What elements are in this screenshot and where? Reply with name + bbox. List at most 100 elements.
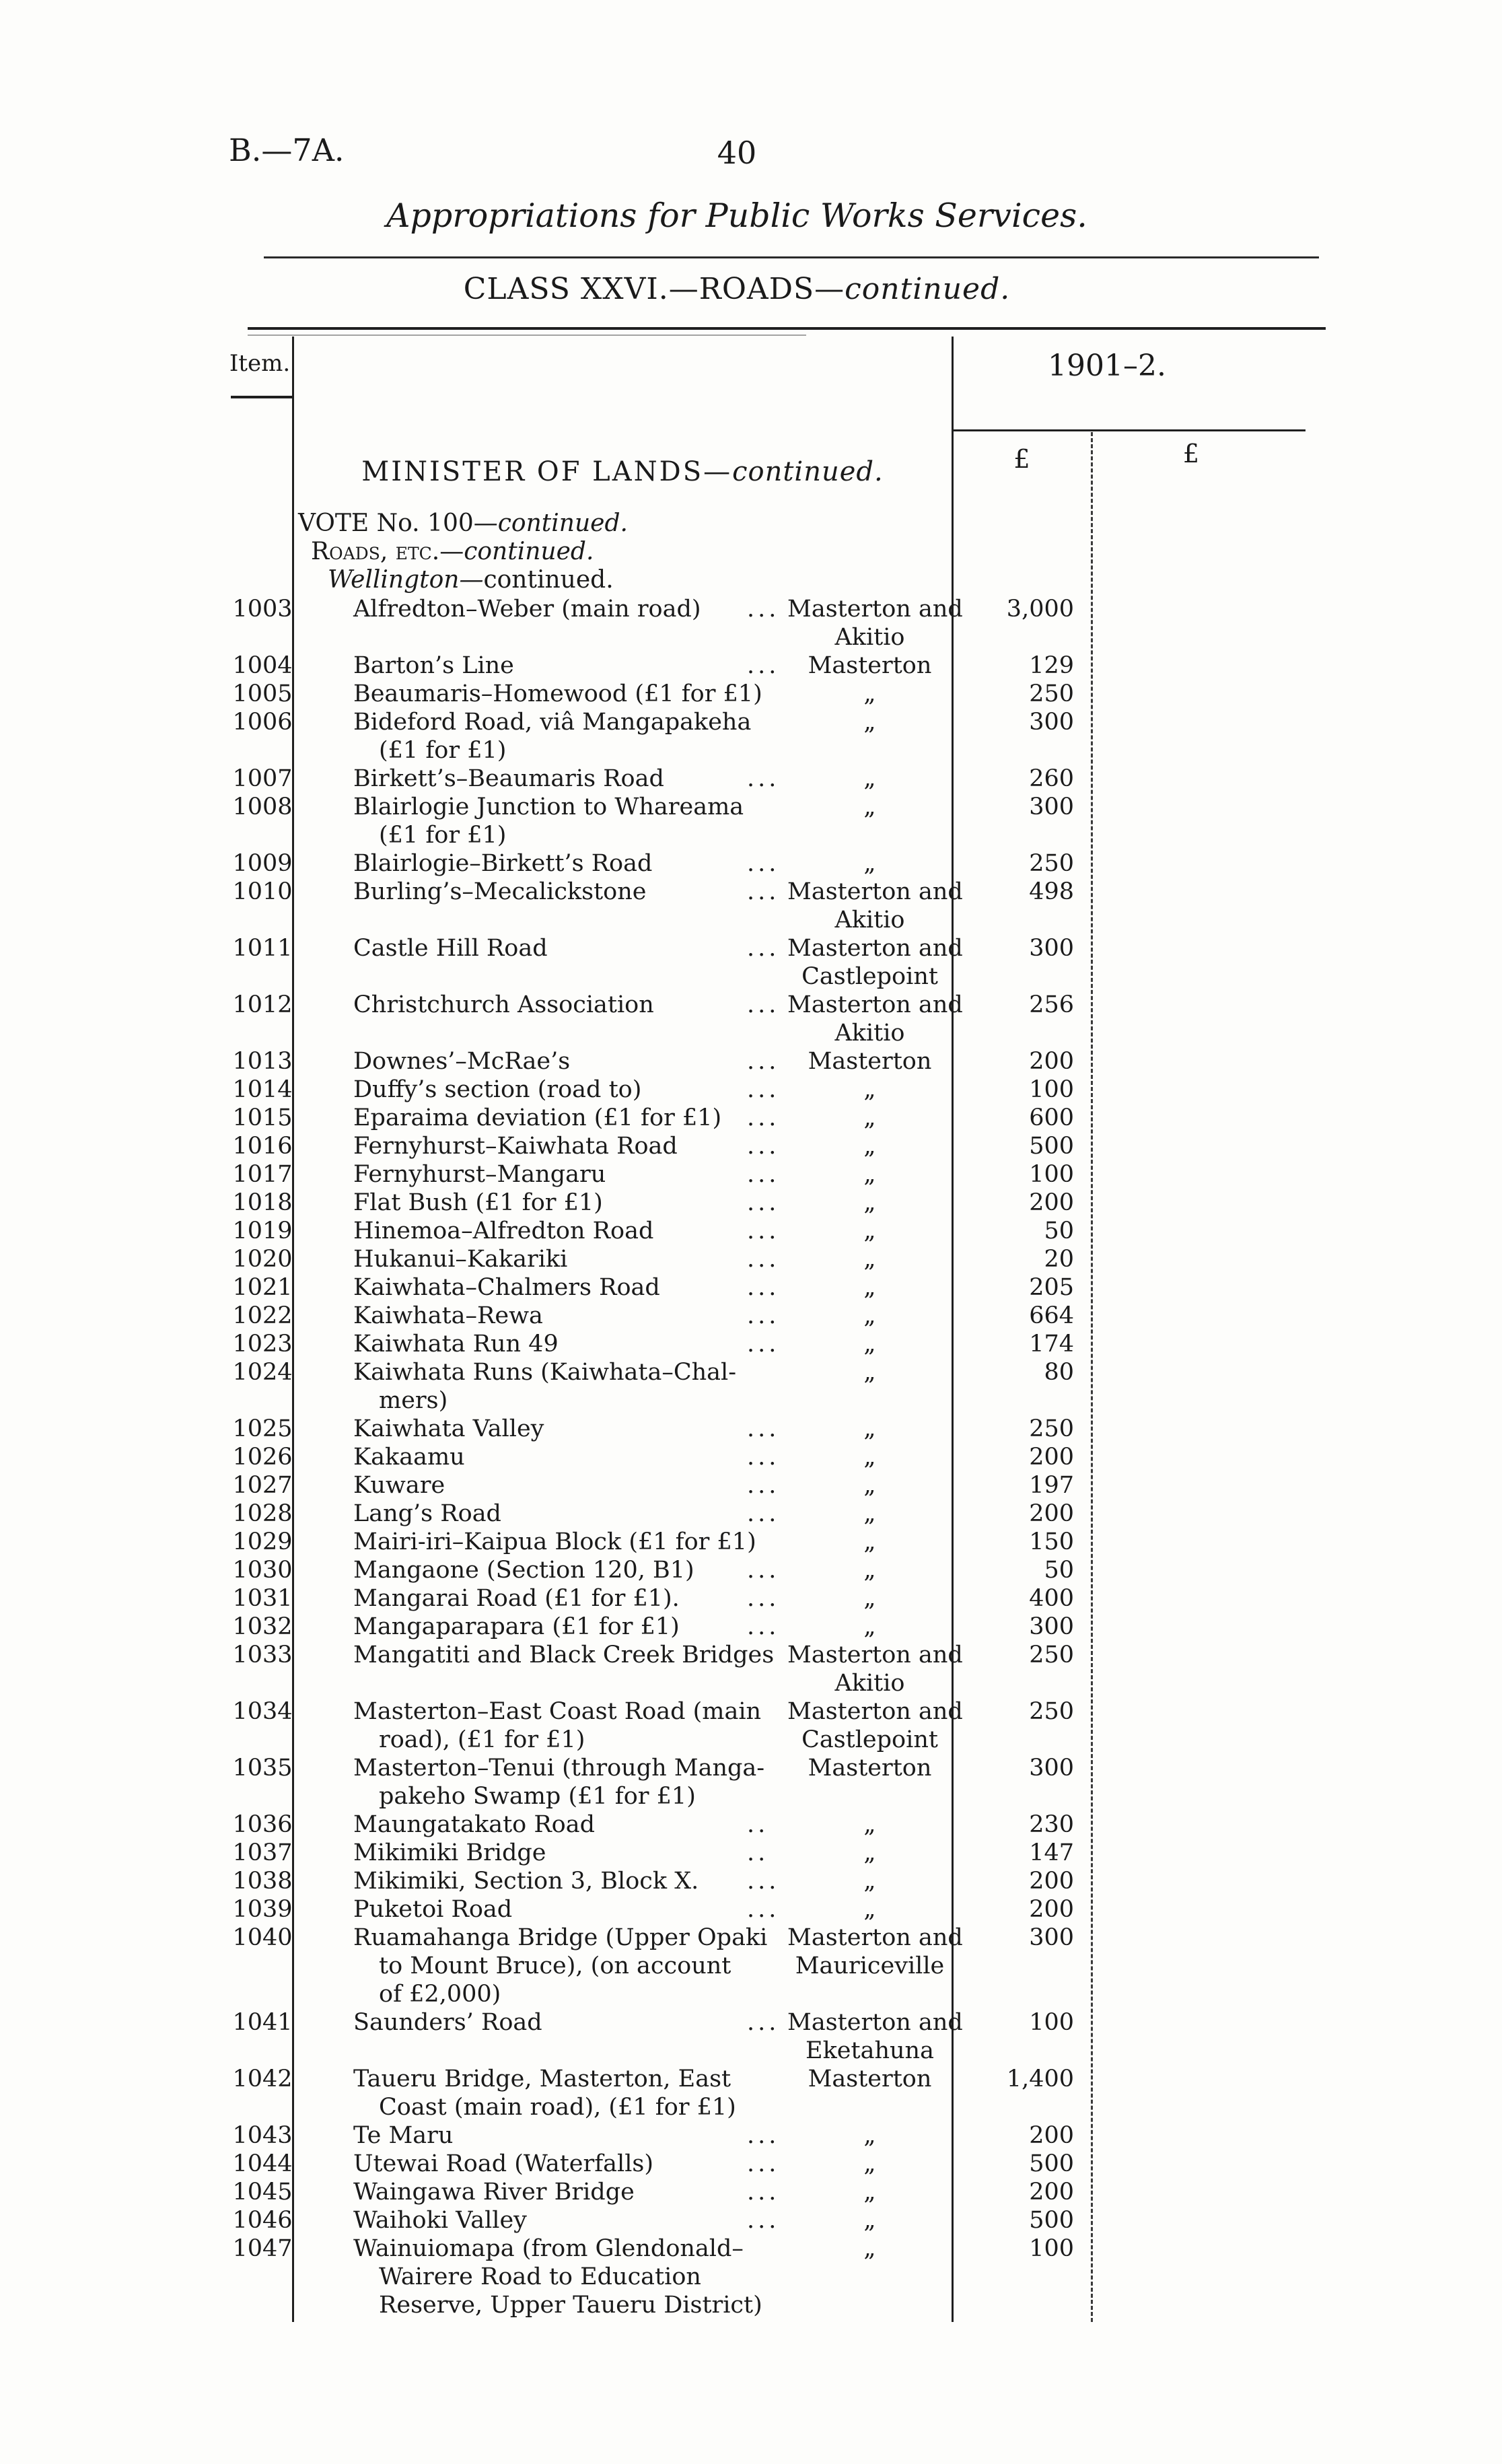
amount-secondary [1092,2008,1306,2037]
amount-1901-2 [952,821,1092,849]
road-name: Kaiwhata Runs (Kaiwhata–Chal- [353,1359,737,1386]
amount-secondary [1092,991,1306,1019]
locality: „ [863,1585,876,1612]
road-name: Blairlogie Junction to Whareama [353,794,744,820]
amount-secondary [1092,1980,1306,2008]
item-number: 1042 [232,2066,293,2092]
amount-secondary [1092,652,1306,680]
item-number: 1008 [232,794,293,820]
leader-dots: ... [747,1302,780,1329]
leader-dots [747,1697,787,1726]
table-row-line: 1007 Birkett’s–Beaumaris Road... „ 260 [232,765,1306,793]
amount-secondary [1092,962,1306,991]
locality: „ [863,1104,876,1131]
locality: Masterton and [787,878,963,905]
item-number: 1045 [232,2179,293,2206]
leader-dots: ... [747,1415,780,1442]
table-row-line: 1036 Maungatakato Road.. „ 230 [232,1810,1306,1839]
item-number: 1037 [232,1839,293,1866]
road-name: Kuware [353,1472,445,1499]
leader-dots [747,1641,787,1669]
table-row-line: 1045 Waingawa River Bridge... „ 200 [232,2178,1306,2206]
leader-dots: ... [747,765,780,792]
table-row: 1046 Waihoki Valley... „ 500 [232,2206,1306,2234]
road-name: Castle Hill Road [353,935,548,962]
leader-dots: ... [747,1444,780,1471]
item-number: 1036 [232,1811,293,1838]
amount-1901-2: 200 [1029,1189,1074,1216]
locality: Akitio [834,1020,905,1047]
locality: Castlepoint [801,1726,938,1753]
amount-secondary [1092,1245,1306,1273]
amount-secondary [1092,680,1306,708]
amount-1901-2: 1,400 [1006,2066,1074,2092]
leader-dots [747,2291,787,2319]
vertical-rule-amount-column [952,337,954,2322]
district-text: Wellington— [328,566,484,594]
table-row-line: 1018 Flat Bush (£1 for £1)... „ 200 [232,1189,1306,1217]
item-number: 1020 [232,1246,293,1273]
leader-dots [747,1358,787,1386]
minister-heading: MINISTER OF LANDS— [361,456,733,487]
item-number [232,736,293,765]
amount-1901-2: 3,000 [1006,596,1074,623]
road-name: Masterton–East Coast Road (main [353,1698,762,1725]
table-row-line: 1014 Duffy’s section (road to)... „ 100 [232,1076,1306,1104]
leader-dots [747,2234,787,2263]
leader-dots [747,1782,787,1810]
table-row: 1038 Mikimiki, Section 3, Block X.... „ 200 [232,1867,1306,1895]
table-row: 1045 Waingawa River Bridge... „ 200 [232,2178,1306,2206]
road-name: Kaiwhata–Chalmers Road [353,1274,660,1301]
locality: Masterton and [787,1698,963,1725]
table-row: 1026 Kakaamu... „ 200 [232,1443,1306,1471]
amount-1901-2: 200 [1029,2179,1074,2206]
table-row-line: 1041 Saunders’ Road... Masterton and 100 [232,2008,1306,2037]
item-number: 1015 [232,1104,293,1131]
year-column-header: 1901–2. [1048,349,1166,383]
table-row: 1021 Kaiwhata–Chalmers Road... „ 205 [232,1273,1306,1302]
amount-secondary [1092,1273,1306,1302]
amount-secondary [1092,2263,1306,2291]
item-number: 1034 [232,1698,293,1725]
leader-dots: ... [747,1189,780,1216]
item-number [232,1980,293,2008]
locality: Masterton and [787,991,963,1018]
item-number: 1031 [232,1585,293,1612]
item-number: 1019 [232,1218,293,1244]
table-row: 1043 Te Maru... „ 200 [232,2121,1306,2150]
table-row-line: 1003 Alfredton–Weber (main road)... Master… [232,595,1306,623]
table-row-line: 1028 Lang’s Road... „ 200 [232,1500,1306,1528]
leader-dots: ... [747,1613,780,1640]
amount-secondary [1092,1641,1306,1669]
table-row-line: 1010 Burling’s–Mecalickstone... Masterton … [232,878,1306,906]
road-name: Mairi-iri–Kaipua Block (£1 for £1) [353,1528,756,1555]
amount-secondary [1092,821,1306,849]
amount-1901-2: 20 [1044,1246,1074,1273]
item-number: 1046 [232,2207,293,2234]
item-number: 1018 [232,1189,293,1216]
item-number [232,1952,293,1980]
table-row-line: 1039 Puketoi Road... „ 200 [232,1895,1306,1924]
leader-dots [747,1386,787,1415]
table-row: 1024 Kaiwhata Runs (Kaiwhata–Chal- „ 80 mers… [232,1358,1306,1415]
item-number: 1025 [232,1415,293,1442]
amount-secondary [1092,1754,1306,1782]
amount-secondary [1092,1104,1306,1132]
amount-1901-2: 600 [1029,1104,1074,1131]
road-name: Barton’s Line [353,652,514,679]
road-name: Fernyhurst–Mangaru [353,1161,606,1188]
amount-1901-2: 200 [1029,1048,1074,1075]
amount-1901-2: 664 [1029,1302,1074,1329]
amount-1901-2 [952,1386,1092,1415]
table-row: 1018 Flat Bush (£1 for £1)... „ 200 [232,1189,1306,1217]
item-number: 1004 [232,652,293,679]
table-row: 1019 Hinemoa–Alfredton Road... „ 50 [232,1217,1306,1245]
amount-1901-2: 129 [1029,652,1074,679]
item-number: 1032 [232,1613,293,1640]
locality: „ [863,1528,876,1555]
road-name: Kaiwhata Valley [353,1415,544,1442]
locality: Akitio [834,624,905,651]
amount-secondary [1092,1584,1306,1613]
item-number [232,623,293,652]
item-number [232,821,293,849]
